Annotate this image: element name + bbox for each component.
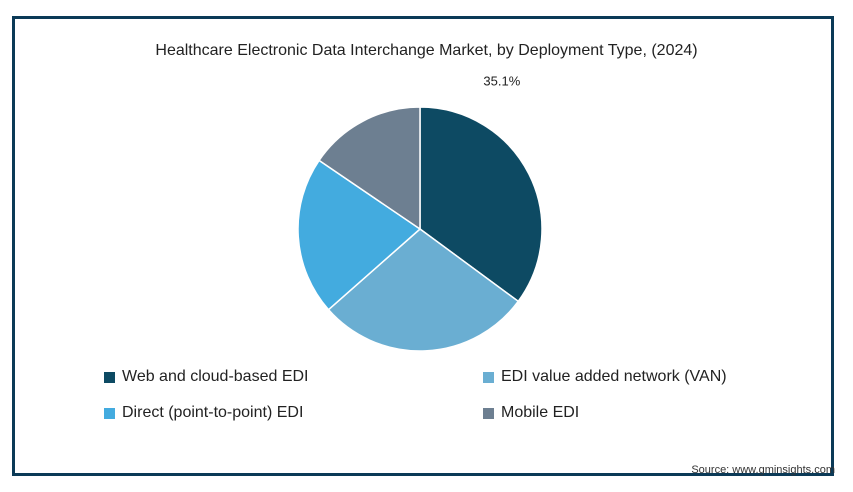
pie-slice-3 xyxy=(318,106,421,231)
legend-item-van: EDI value added network (VAN) xyxy=(483,368,727,386)
legend-item-mobile: Mobile EDI xyxy=(483,404,579,422)
legend-item-direct: Direct (point-to-point) EDI xyxy=(104,404,303,422)
legend-swatch xyxy=(104,371,115,383)
chart-title: Healthcare Electronic Data Interchange M… xyxy=(155,42,698,59)
slice-data-label: 35.1% xyxy=(483,73,520,88)
legend-label: Web and cloud-based EDI xyxy=(122,368,309,385)
legend-swatch xyxy=(104,407,115,419)
pie-slice-2 xyxy=(297,159,422,311)
legend-label: EDI value added network (VAN) xyxy=(501,368,727,385)
pie-slice-0 xyxy=(419,106,543,303)
legend-label: Direct (point-to-point) EDI xyxy=(122,404,304,421)
pie-slice-1 xyxy=(327,228,520,352)
legend-label: Mobile EDI xyxy=(501,404,580,421)
source-note: Source: www.gminsights.com xyxy=(691,464,835,476)
legend-swatch xyxy=(483,371,494,383)
legend-swatch xyxy=(483,407,494,419)
legend-item-web-cloud: Web and cloud-based EDI xyxy=(104,368,308,386)
